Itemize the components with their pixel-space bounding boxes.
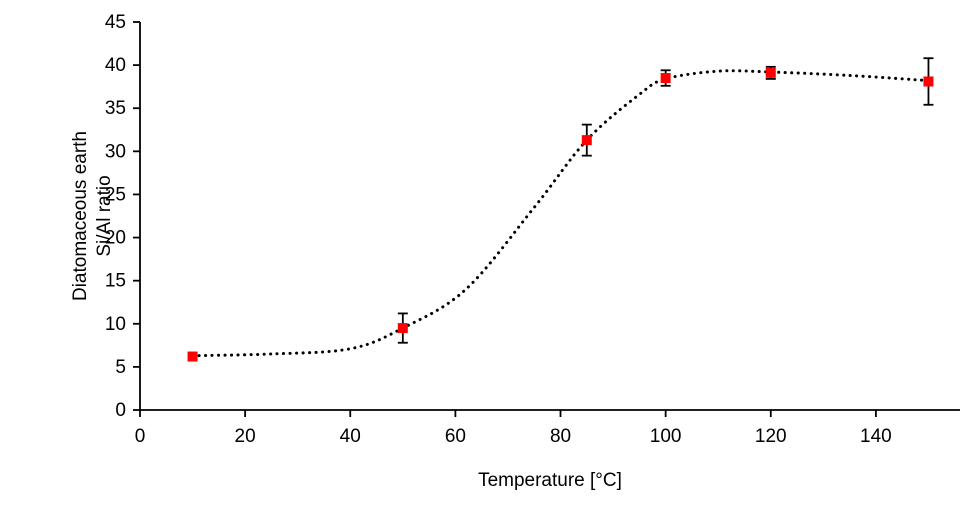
x-tick-label: 60	[445, 426, 466, 447]
x-axis-title: Temperature [°C]	[478, 470, 622, 491]
y-tick-label: 0	[115, 400, 126, 421]
y-tick-label: 25	[105, 184, 126, 205]
data-point-marker	[923, 76, 934, 87]
y-tick-label: 30	[105, 141, 126, 162]
y-axis-title: Diatomaceous earth Si/Al ratio	[70, 130, 115, 302]
trendline-dotted	[191, 69, 930, 358]
data-point-marker	[397, 323, 408, 334]
y-tick-label: 40	[105, 55, 126, 76]
data-point-marker	[660, 73, 671, 84]
x-tick-label: 140	[860, 426, 892, 447]
x-tick-label: 40	[340, 426, 361, 447]
x-tick-label: 80	[550, 426, 571, 447]
y-tick-label: 20	[105, 228, 126, 249]
data-point-marker	[765, 67, 776, 78]
x-tick-label: 100	[650, 426, 682, 447]
y-tick-label: 35	[105, 98, 126, 119]
y-tick-label: 15	[105, 271, 126, 292]
y-tick-label: 45	[105, 12, 126, 33]
x-tick-label: 20	[235, 426, 256, 447]
data-point-marker	[581, 135, 592, 146]
x-tick-label: 0	[135, 426, 146, 447]
y-tick-label: 10	[105, 314, 126, 335]
data-point-marker	[187, 351, 198, 362]
x-tick-label: 120	[755, 426, 787, 447]
y-tick-label: 5	[115, 357, 126, 378]
